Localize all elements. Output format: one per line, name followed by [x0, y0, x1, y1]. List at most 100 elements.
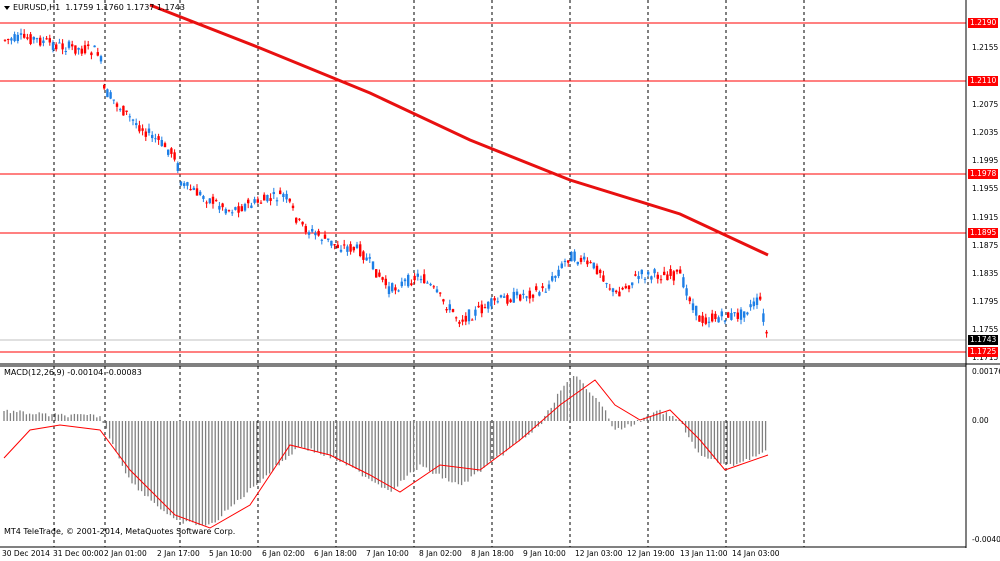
time-tick: 12 Jan 19:00 [627, 549, 675, 558]
time-tick: 12 Jan 03:00 [575, 549, 623, 558]
candle-body [752, 301, 755, 307]
candle-body [368, 257, 371, 259]
candle-body [519, 294, 522, 301]
candle-body [151, 134, 154, 139]
level-tag[interactable]: 1.2190 [968, 18, 998, 28]
candle-body [26, 37, 29, 39]
candle-body [653, 269, 656, 274]
candle-body [64, 51, 67, 53]
candle-body [426, 282, 429, 284]
candle-body [163, 143, 167, 148]
candle-body [631, 282, 634, 286]
time-tick: 6 Jan 02:00 [262, 549, 305, 558]
chart-menu-arrow-icon[interactable] [4, 5, 10, 10]
candle-body [355, 244, 359, 248]
candle-body [330, 240, 333, 246]
horizontal-levels[interactable] [0, 22, 966, 353]
candle-body [595, 265, 599, 275]
candle-body [471, 319, 474, 321]
candle-body [275, 200, 279, 202]
candle-body [288, 198, 291, 202]
candle-body [691, 303, 695, 311]
chart-frame [0, 0, 1000, 548]
candle-body [365, 257, 368, 261]
level-tag[interactable]: 1.1895 [968, 228, 998, 238]
candle-body [538, 292, 541, 296]
price-tick: 1.2155 [972, 43, 999, 52]
candle-body [160, 139, 163, 147]
candle-body [621, 287, 624, 290]
candle-body [359, 244, 362, 257]
candle-body [48, 38, 51, 43]
candle-body [211, 196, 215, 204]
time-tick: 2 Jan 01:00 [104, 549, 147, 558]
candle-body [253, 199, 256, 203]
candle-body [483, 307, 487, 309]
candle-body [608, 288, 611, 290]
candle-body [381, 277, 384, 280]
candle-body [736, 312, 739, 319]
candle-body [51, 42, 55, 50]
candle-body [122, 105, 125, 116]
candle-body [349, 244, 352, 252]
candle-body [205, 202, 208, 204]
candle-body [167, 149, 170, 155]
candle-body [266, 194, 269, 202]
candle-body [583, 256, 586, 260]
copyright-text: MT4 TeleTrade, © 2001-2014, MetaQuotes S… [4, 527, 236, 536]
candle-body [394, 287, 397, 291]
candle-body [218, 205, 221, 210]
symbol-label: EURUSD,H1 [13, 3, 61, 12]
candle-body [419, 279, 423, 281]
candle-body [115, 103, 119, 107]
candle-body [80, 48, 83, 54]
candle-body [515, 291, 519, 296]
candle-body [170, 148, 173, 154]
candle-body [602, 275, 605, 282]
candle-body [589, 262, 592, 264]
candle-body [615, 290, 618, 293]
candle-body [493, 298, 496, 301]
candle-body [19, 33, 23, 35]
time-tick: 5 Jan 10:00 [209, 549, 252, 558]
signal-line [3, 379, 769, 529]
candle-body [179, 181, 183, 186]
candle-body [647, 271, 650, 275]
price-tick: 1.1875 [972, 241, 999, 250]
candle-body [339, 249, 343, 252]
moving-average-line [149, 3, 769, 257]
current-price-tag: 1.1743 [968, 335, 998, 345]
candle-body [400, 281, 403, 287]
price-tick: 1.1715 [972, 353, 999, 362]
level-tag[interactable]: 1.1725 [968, 347, 998, 357]
candle-body [755, 297, 759, 306]
candle-body [96, 52, 99, 56]
candle-body [669, 269, 672, 276]
candle-body [560, 263, 563, 268]
level-tag[interactable]: 1.2110 [968, 76, 998, 86]
price-tick: 1.2035 [972, 128, 999, 137]
candle-body [480, 304, 483, 314]
candle-body [183, 183, 186, 186]
candle-body [336, 244, 339, 248]
candle-body [496, 301, 499, 303]
candle-body [186, 182, 189, 186]
candle-body [477, 305, 480, 308]
price-candles [3, 28, 768, 338]
candle-body [298, 218, 301, 220]
candle-body [195, 188, 199, 196]
candle-body [221, 203, 224, 208]
candle-body [240, 206, 243, 212]
candle-body [720, 311, 723, 317]
candle-body [531, 294, 535, 298]
candle-body [733, 312, 736, 314]
candle-body [512, 291, 515, 303]
candle-body [272, 192, 275, 195]
chart-header[interactable]: EURUSD,H1 1.1759 1.1760 1.1737 1.1743 [4, 3, 185, 12]
candle-body [727, 312, 730, 318]
candle-body [237, 206, 240, 213]
level-tag[interactable]: 1.1978 [968, 169, 998, 179]
candle-body [522, 293, 525, 295]
candle-body [455, 317, 458, 319]
